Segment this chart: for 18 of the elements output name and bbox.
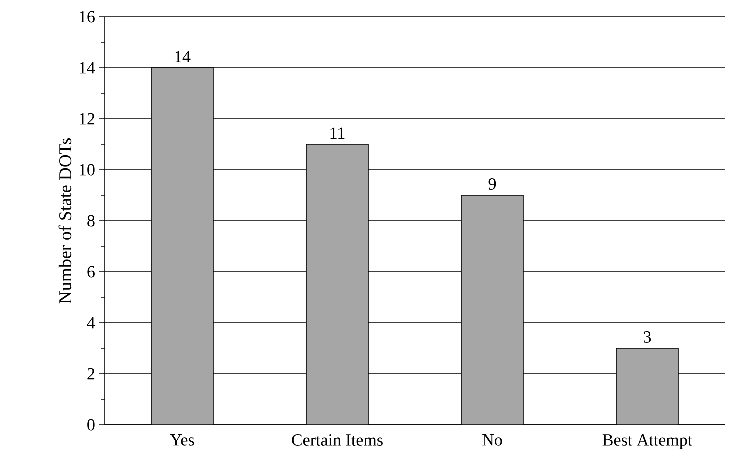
data-label: 3 [644, 332, 652, 343]
y-axis-title: Number of State DOTs [58, 138, 72, 304]
y-tick-label: 14 [80, 62, 96, 74]
x-tick-label: Best Attempt [602, 434, 693, 450]
y-tick-label: 0 [88, 419, 95, 431]
data-label: 14 [175, 51, 191, 62]
y-tick-label: 6 [88, 266, 95, 278]
x-tick-label: No [482, 434, 502, 446]
y-tick-label: 10 [80, 164, 95, 176]
y-tick-label: 2 [88, 368, 95, 380]
y-tick-label: 12 [80, 113, 95, 125]
data-label: 11 [330, 128, 345, 139]
x-tick-label: Yes [170, 434, 194, 446]
data-label: 9 [488, 178, 496, 190]
y-tick-label: 8 [88, 215, 95, 227]
y-tick-label: 16 [80, 11, 95, 23]
y-tick-label: 4 [87, 317, 96, 329]
x-tick-label: Certain Items [292, 434, 383, 446]
